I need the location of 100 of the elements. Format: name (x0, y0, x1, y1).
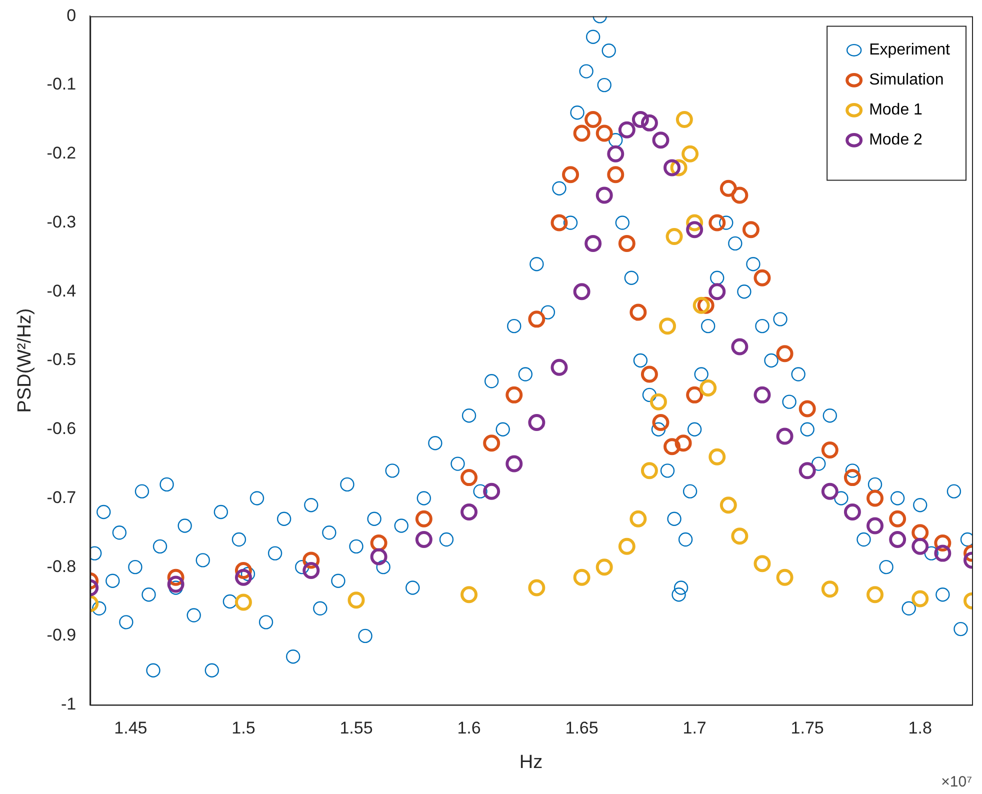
point (652, 132, 670, 149)
point (573, 283, 590, 300)
point (618, 538, 636, 555)
point (618, 234, 636, 252)
x-tick-label: 1.75 (790, 718, 824, 738)
point (596, 186, 613, 204)
point (596, 124, 613, 142)
point (584, 234, 602, 252)
point (889, 510, 906, 528)
point (692, 296, 710, 314)
point (640, 114, 658, 132)
point (460, 469, 478, 486)
point (798, 462, 816, 480)
point (666, 228, 683, 246)
y-tick-label: -0.6 (46, 419, 76, 438)
point (483, 434, 500, 452)
point (528, 414, 546, 431)
y-tick-label: -0.1 (46, 74, 76, 94)
y-tick-label: -0.4 (46, 281, 76, 300)
point (754, 269, 771, 286)
point (550, 358, 568, 376)
point (674, 434, 692, 452)
legend-label: Mode 1 (869, 102, 923, 119)
point (607, 145, 624, 162)
point (506, 386, 523, 404)
text: ×10⁷ (941, 774, 972, 791)
y-tick-label: -0.5 (46, 350, 76, 370)
point (821, 442, 838, 459)
point (731, 186, 748, 204)
point (370, 548, 388, 566)
point (866, 490, 884, 507)
x-tick-label: 1.65 (565, 718, 598, 738)
point (460, 586, 478, 604)
point (821, 482, 838, 500)
legend-label: Mode 2 (869, 132, 923, 149)
point (844, 503, 861, 520)
point (618, 121, 636, 138)
point (415, 510, 432, 528)
y-tick-label: 0 (66, 6, 76, 25)
point (650, 393, 667, 410)
point (562, 166, 580, 184)
point (912, 538, 929, 555)
y-tick-label: -0.9 (46, 626, 76, 645)
point (506, 455, 523, 472)
point (686, 221, 704, 238)
point (708, 214, 726, 232)
point (573, 568, 590, 586)
point (348, 592, 365, 609)
point (234, 568, 252, 586)
point (866, 517, 884, 534)
point (798, 400, 816, 418)
x-tick-label: 1.55 (340, 718, 373, 738)
point (607, 166, 624, 184)
point (483, 482, 500, 500)
y-tick-label: -0.3 (46, 212, 76, 232)
point (754, 555, 771, 572)
point (584, 110, 602, 128)
point (664, 159, 681, 176)
point (632, 110, 649, 128)
x-tick-label: 1.5 (232, 718, 256, 738)
point (167, 576, 184, 593)
point (659, 318, 676, 335)
point (630, 510, 647, 528)
point (528, 310, 546, 328)
point (415, 531, 432, 548)
point (731, 338, 748, 356)
point (640, 462, 658, 480)
point (821, 580, 838, 598)
y-tick-label: -0.2 (46, 144, 76, 163)
point (731, 528, 748, 545)
point (844, 469, 861, 486)
point (934, 544, 952, 562)
point (742, 221, 760, 238)
point (630, 304, 647, 321)
y-tick-label: -0.7 (46, 488, 76, 507)
point (700, 380, 717, 397)
x-tick-label: 1.8 (908, 718, 932, 738)
y-tick-label: -1 (60, 694, 76, 714)
point (550, 214, 568, 232)
point (776, 345, 794, 362)
point (573, 124, 590, 142)
point (776, 568, 794, 586)
point (664, 438, 681, 456)
x-axis-title: Hz (519, 752, 543, 773)
point (460, 503, 478, 520)
x-tick-label: 1.7 (682, 718, 706, 738)
point (708, 283, 726, 300)
x-tick-label: 1.6 (457, 718, 481, 738)
point (720, 180, 737, 197)
point (686, 386, 704, 404)
y-axis-title: PSD(W²/Hz) (14, 308, 36, 413)
point (720, 496, 737, 514)
y-tick-label: -0.8 (46, 556, 76, 576)
point (866, 586, 884, 604)
legend-label: Experiment (869, 42, 951, 59)
point (754, 386, 771, 404)
point (682, 145, 699, 162)
point (776, 428, 794, 445)
point (596, 558, 613, 576)
point (889, 531, 906, 548)
